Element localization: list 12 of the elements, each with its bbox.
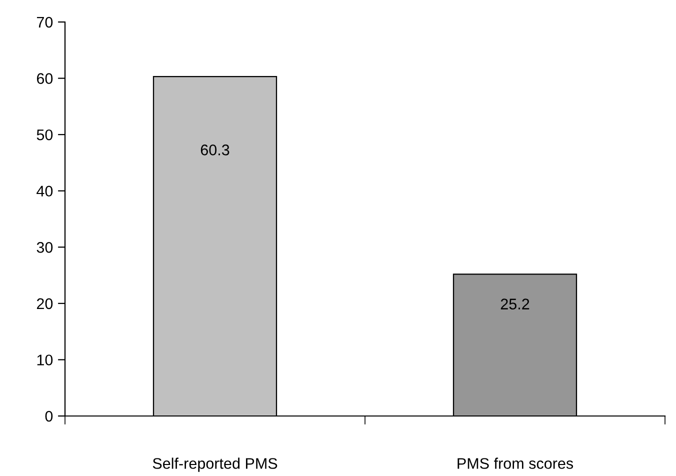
y-tick-label: 30 bbox=[36, 242, 53, 253]
y-tick-label: 40 bbox=[36, 186, 53, 197]
x-tick-label: PMS from scores bbox=[458, 458, 574, 469]
data-label: 25.2 bbox=[500, 298, 530, 310]
y-tick-label: 20 bbox=[36, 298, 53, 310]
y-tick-label: 50 bbox=[36, 129, 53, 140]
x-tick-label: Self-reported PMS bbox=[152, 458, 278, 472]
data-label: 60.3 bbox=[200, 144, 230, 156]
y-tick-label: 0 bbox=[45, 410, 53, 422]
y-tick-label: 10 bbox=[37, 354, 53, 366]
y-tick-label: 70 bbox=[36, 16, 53, 28]
y-tick-label: 60 bbox=[36, 73, 53, 84]
